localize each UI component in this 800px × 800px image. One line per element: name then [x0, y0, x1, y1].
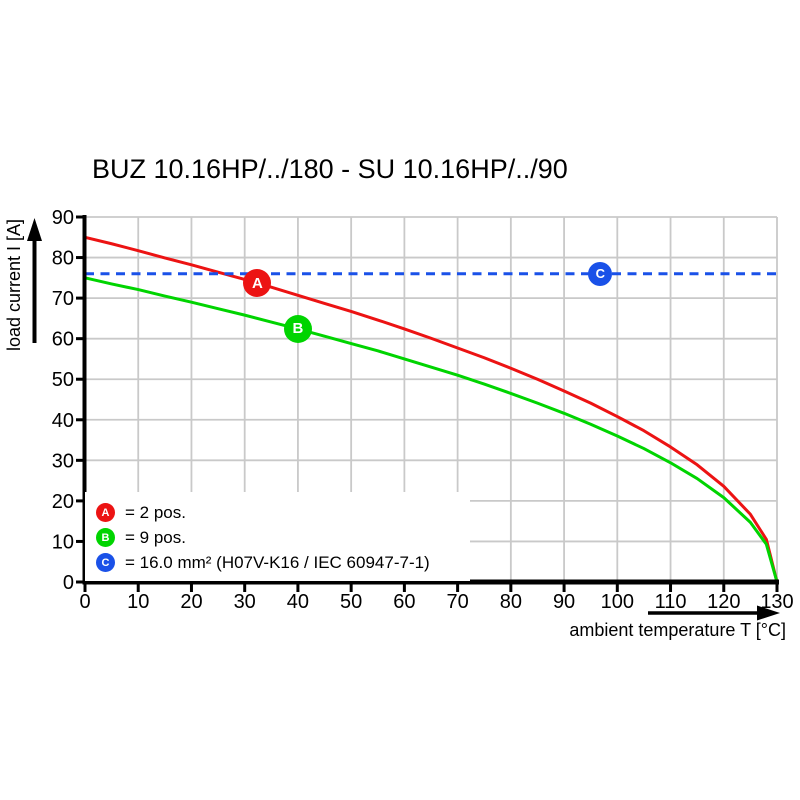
x-tick-label: 60 — [393, 591, 415, 613]
x-tick-label: 70 — [446, 591, 468, 613]
legend-marker-a-icon: A — [96, 503, 115, 522]
legend-item-label: = 9 pos. — [125, 527, 186, 547]
x-tick-label: 110 — [655, 591, 687, 613]
x-tick-label: 20 — [180, 591, 202, 613]
legend-marker-b-icon: B — [96, 528, 115, 547]
marker-a: A — [243, 269, 272, 298]
x-axis-arrowhead-icon — [757, 605, 780, 621]
legend-item-label: = 16.0 mm² (H07V-K16 / IEC 60947-7-1) — [125, 552, 430, 572]
y-tick-label: 0 — [63, 572, 74, 594]
y-tick-label: 40 — [52, 410, 74, 432]
y-tick-label: 70 — [52, 288, 74, 310]
x-axis-label: ambient temperature T [°C] — [569, 620, 786, 640]
legend-item-label: = 2 pos. — [125, 502, 186, 522]
x-tick-label: 40 — [287, 591, 309, 613]
y-tick-label: 10 — [52, 531, 74, 553]
y-tick-label: 20 — [52, 491, 74, 513]
x-axis-line — [82, 579, 779, 585]
legend-item-a: A = 2 pos. — [85, 500, 470, 525]
curve-a — [83, 235, 779, 584]
x-tick-label: 100 — [601, 591, 634, 613]
legend-item-c: C = 16.0 mm² (H07V-K16 / IEC 60947-7-1) — [85, 550, 470, 575]
y-axis-line — [82, 215, 87, 585]
curve-b — [83, 276, 779, 584]
x-tick-label: 120 — [707, 591, 740, 613]
x-tick-label: 80 — [500, 591, 522, 613]
legend: A = 2 pos. B = 9 pos. C = 16.0 mm² (H07V-K16 … — [85, 492, 470, 581]
legend-item-b: B = 9 pos. — [85, 525, 470, 550]
x-tick-label: 90 — [553, 591, 575, 613]
y-axis-label: load current I [A] — [4, 219, 24, 351]
y-tick-label: 50 — [52, 369, 74, 391]
y-tick-label: 80 — [52, 248, 74, 270]
x-tick-label: 0 — [79, 591, 90, 613]
y-tick-label: 30 — [52, 450, 74, 472]
chart-title: BUZ 10.16HP/../180 - SU 10.16HP/../90 — [92, 154, 568, 184]
x-tick-label: 30 — [234, 591, 256, 613]
marker-b: B — [283, 314, 312, 343]
x-tick-label: 50 — [340, 591, 362, 613]
y-tick-label: 90 — [52, 207, 74, 229]
y-axis-arrowhead-icon — [27, 218, 42, 241]
marker-c: C — [588, 261, 613, 286]
x-tick-label: 10 — [127, 591, 149, 613]
x-tick-label: 130 — [760, 591, 793, 613]
y-tick-label: 60 — [52, 329, 74, 351]
legend-marker-c-icon: C — [96, 553, 115, 572]
